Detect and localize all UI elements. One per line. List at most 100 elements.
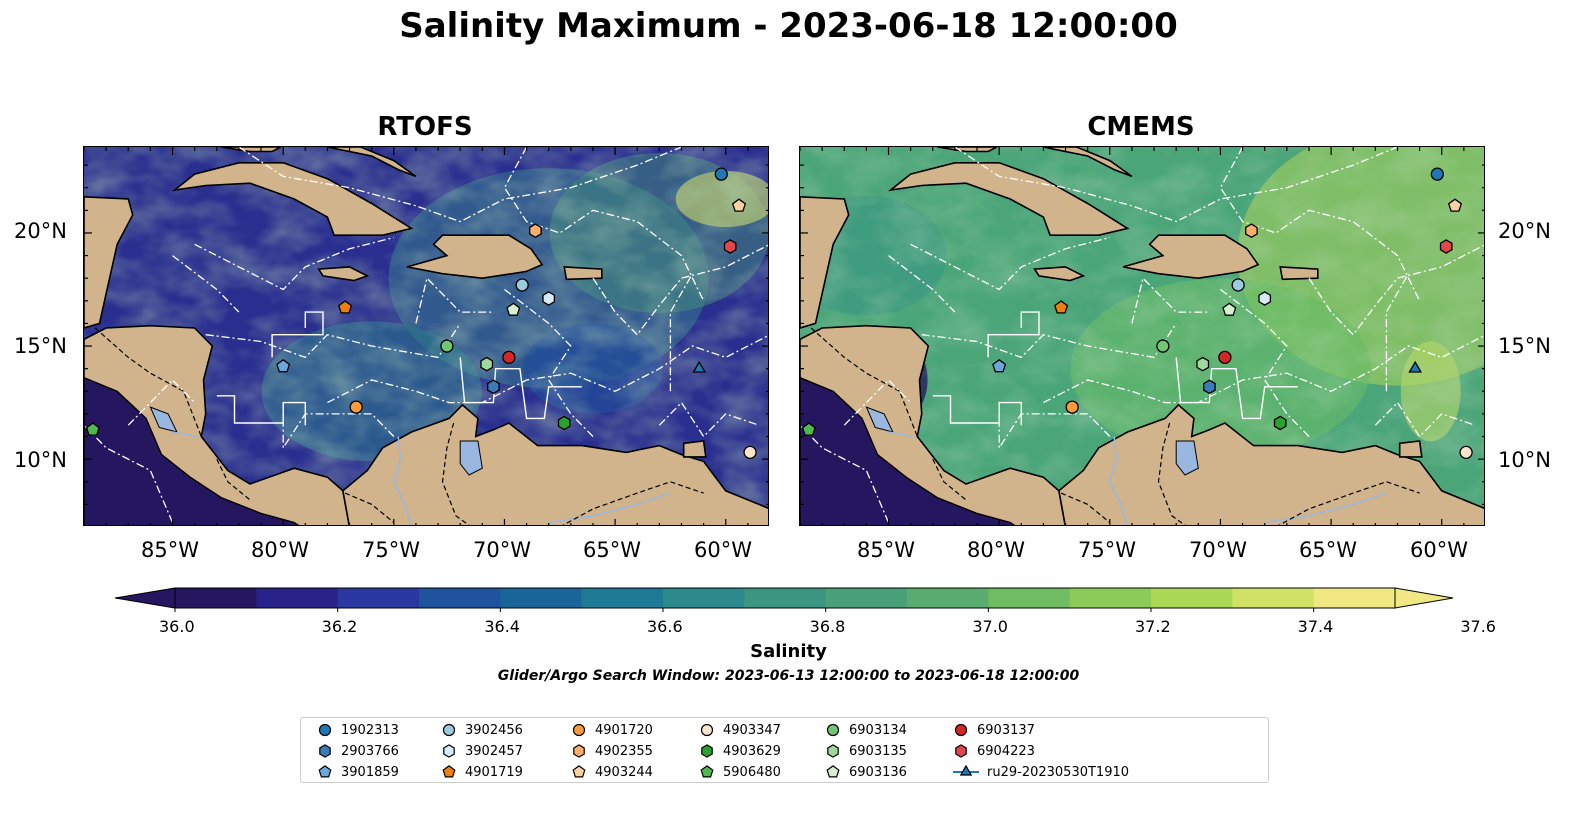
marker-4903244 — [731, 198, 747, 212]
colorbar-segment — [175, 588, 257, 608]
legend-label: ru29-20230530T1910 — [987, 764, 1130, 780]
legend-label: 3902456 — [465, 722, 523, 738]
legend-item-6904223: 6904223 — [953, 743, 1035, 759]
lon-label-85w-left: 85°W — [141, 538, 199, 562]
legend-item-3902457: 3902457 — [441, 743, 523, 759]
legend-item-6903134: 6903134 — [825, 722, 907, 738]
marker-4901720 — [1065, 400, 1079, 414]
marker-2903766 — [1203, 379, 1216, 395]
lon-label-85w-right: 85°W — [857, 538, 915, 562]
marker-6903137 — [1218, 350, 1232, 365]
colorbar-segment — [988, 588, 1071, 608]
legend-item-3901859: 3901859 — [317, 764, 399, 780]
marker-2903766 — [487, 379, 500, 395]
lat-label-20n-right: 20°N — [1498, 219, 1551, 243]
legend-label: 3902457 — [465, 743, 523, 759]
marker-4903347 — [743, 445, 757, 460]
legend-marker-icon — [826, 765, 840, 778]
marker-4903347 — [1459, 445, 1473, 460]
legend-item-3902456: 3902456 — [441, 722, 523, 738]
lon-label-70w-left: 70°W — [473, 538, 531, 562]
colorbar-tick-label: 36.6 — [647, 617, 683, 636]
legend-marker-icon — [572, 723, 586, 737]
marker-1902313 — [1430, 167, 1444, 181]
marker-6903135 — [480, 356, 494, 372]
lon-label-60w-right: 60°W — [1410, 538, 1468, 562]
marker-4901719 — [1054, 300, 1069, 314]
panel-title-cmems: CMEMS — [1087, 112, 1195, 142]
lon-label-70w-right: 70°W — [1189, 538, 1247, 562]
marker-6904223 — [723, 239, 737, 254]
marker-6904223 — [1439, 239, 1453, 254]
legend-marker-icon — [700, 723, 714, 737]
legend-label: 3901859 — [341, 764, 399, 780]
marker-3902456 — [1231, 278, 1245, 292]
legend-label: 4902355 — [595, 743, 653, 759]
lon-label-80w-left: 80°W — [251, 538, 309, 562]
colorbar-segment — [1151, 588, 1233, 608]
lat-label-15n-right: 15°N — [1498, 334, 1551, 358]
legend-marker-icon — [827, 744, 839, 758]
lat-label-10n-left: 10°N — [14, 448, 67, 472]
colorbar-tick-label: 37.2 — [1135, 617, 1171, 636]
legend-marker-icon — [318, 723, 332, 737]
map-canvas — [84, 147, 768, 525]
legend-label: 4901719 — [465, 764, 523, 780]
colorbar-tick-label: 37.6 — [1460, 617, 1496, 636]
colorbar-tick-label: 36.4 — [484, 617, 520, 636]
legend-item-ru29-20230530T1910: ru29-20230530T1910 — [953, 764, 1129, 780]
rtofs-map — [83, 146, 769, 526]
colorbar-tick-label: 37.4 — [1297, 617, 1334, 636]
legend-marker-icon — [955, 744, 967, 758]
legend-item-4902355: 4902355 — [571, 743, 653, 759]
marker-3902457 — [542, 291, 556, 306]
colorbar-segment — [663, 588, 745, 608]
legend-item-6903136: 6903136 — [825, 764, 907, 780]
legend-label: 4903629 — [723, 743, 781, 759]
lat-label-10n-right: 10°N — [1498, 448, 1551, 472]
lon-label-65w-left: 65°W — [583, 538, 641, 562]
colorbar — [115, 587, 1454, 612]
legend-label: 4903244 — [595, 764, 653, 780]
legend-marker-icon — [826, 723, 840, 737]
colorbar-tick-label: 36.0 — [159, 617, 195, 636]
legend-marker-icon — [700, 765, 714, 778]
colorbar-segment — [1232, 588, 1315, 608]
marker-6903134 — [440, 339, 454, 353]
marker-4902355 — [1245, 223, 1258, 239]
colorbar-segment — [581, 588, 664, 608]
lat-label-15n-left: 15°N — [14, 334, 67, 358]
lat-label-20n-left: 20°N — [14, 219, 67, 243]
legend-label: 4903347 — [723, 722, 781, 738]
legend-marker-icon — [318, 765, 332, 778]
legend-marker-icon — [442, 765, 456, 778]
legend-label: 6904223 — [977, 743, 1035, 759]
marker-6903136 — [1222, 302, 1237, 316]
marker-4903629 — [557, 415, 571, 431]
figure-title: Salinity Maximum - 2023-06-18 12:00:00 — [399, 6, 1178, 46]
marker-3902456 — [515, 278, 529, 292]
marker-ru29-20230530T1910 — [1408, 360, 1423, 373]
legend-item-4903244: 4903244 — [571, 764, 653, 780]
legend-marker-icon — [573, 744, 585, 758]
legend-item-4903629: 4903629 — [699, 743, 781, 759]
legend-item-4901720: 4901720 — [571, 722, 653, 738]
colorbar-segment — [256, 588, 339, 608]
legend-marker-icon — [319, 744, 331, 758]
colorbar-segment — [825, 588, 908, 608]
marker-4901720 — [349, 400, 363, 414]
search-window-text: Glider/Argo Search Window: 2023-06-13 12… — [497, 668, 1080, 684]
marker-ru29-20230530T1910 — [692, 360, 707, 373]
marker-6903136 — [506, 302, 521, 316]
legend-marker-icon — [954, 723, 968, 737]
colorbar-segment — [1069, 588, 1152, 608]
legend-item-4903347: 4903347 — [699, 722, 781, 738]
legend-item-2903766: 2903766 — [317, 743, 399, 759]
legend-label: 2903766 — [341, 743, 399, 759]
colorbar-tick-label: 36.2 — [321, 617, 358, 636]
colorbar-min-extend — [115, 587, 176, 609]
colorbar-tick-label: 36.8 — [809, 617, 846, 636]
colorbar-segment — [500, 588, 583, 608]
legend-label: 1902313 — [341, 722, 399, 738]
legend-label: 6903137 — [977, 722, 1035, 738]
